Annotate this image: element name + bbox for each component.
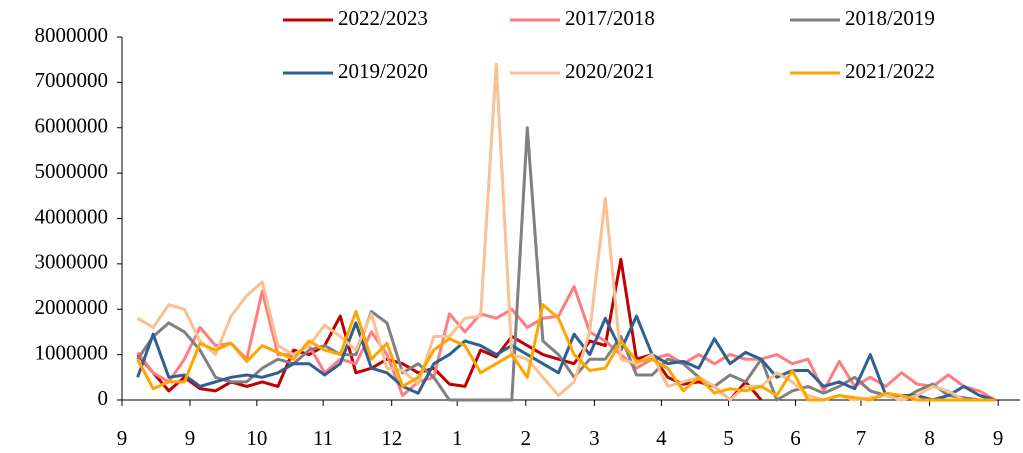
x-tick-label: 9 xyxy=(993,426,1004,450)
x-tick-label: 2 xyxy=(521,426,532,450)
x-tick-label: 9 xyxy=(117,426,128,450)
series-line xyxy=(136,62,996,402)
x-tick-label: 11 xyxy=(313,426,333,450)
x-tick-label: 5 xyxy=(723,426,734,450)
y-tick-label: 1000000 xyxy=(35,340,109,364)
y-tick-label: 7000000 xyxy=(35,68,109,92)
x-tick-label: 3 xyxy=(589,426,600,450)
y-tick-label: 8000000 xyxy=(35,23,109,47)
legend-label: 2018/2019 xyxy=(845,6,935,30)
x-tick-label: 7 xyxy=(856,426,867,450)
y-tick-label: 3000000 xyxy=(35,250,109,274)
x-tick-label: 4 xyxy=(656,426,667,450)
legend-label: 2017/2018 xyxy=(565,6,655,30)
series-line xyxy=(136,126,996,402)
legend-label: 2019/2020 xyxy=(338,59,428,83)
y-tick-label: 6000000 xyxy=(35,114,109,138)
legend-label: 2021/2022 xyxy=(845,59,935,83)
x-tick-label: 10 xyxy=(246,426,267,450)
legend-label: 2022/2023 xyxy=(338,6,428,30)
x-tick-label: 6 xyxy=(790,426,801,450)
legend-label: 2020/2021 xyxy=(565,59,655,83)
x-tick-label: 9 xyxy=(185,426,196,450)
y-tick-label: 2000000 xyxy=(35,295,109,319)
y-tick-label: 5000000 xyxy=(35,159,109,183)
series-line xyxy=(136,303,996,402)
series-line xyxy=(136,257,763,402)
x-tick-label: 12 xyxy=(381,426,402,450)
y-tick-label: 0 xyxy=(98,386,109,410)
series-line xyxy=(136,314,996,402)
x-tick-label: 1 xyxy=(452,426,463,450)
x-tick-label: 8 xyxy=(924,426,935,450)
y-tick-label: 4000000 xyxy=(35,204,109,228)
